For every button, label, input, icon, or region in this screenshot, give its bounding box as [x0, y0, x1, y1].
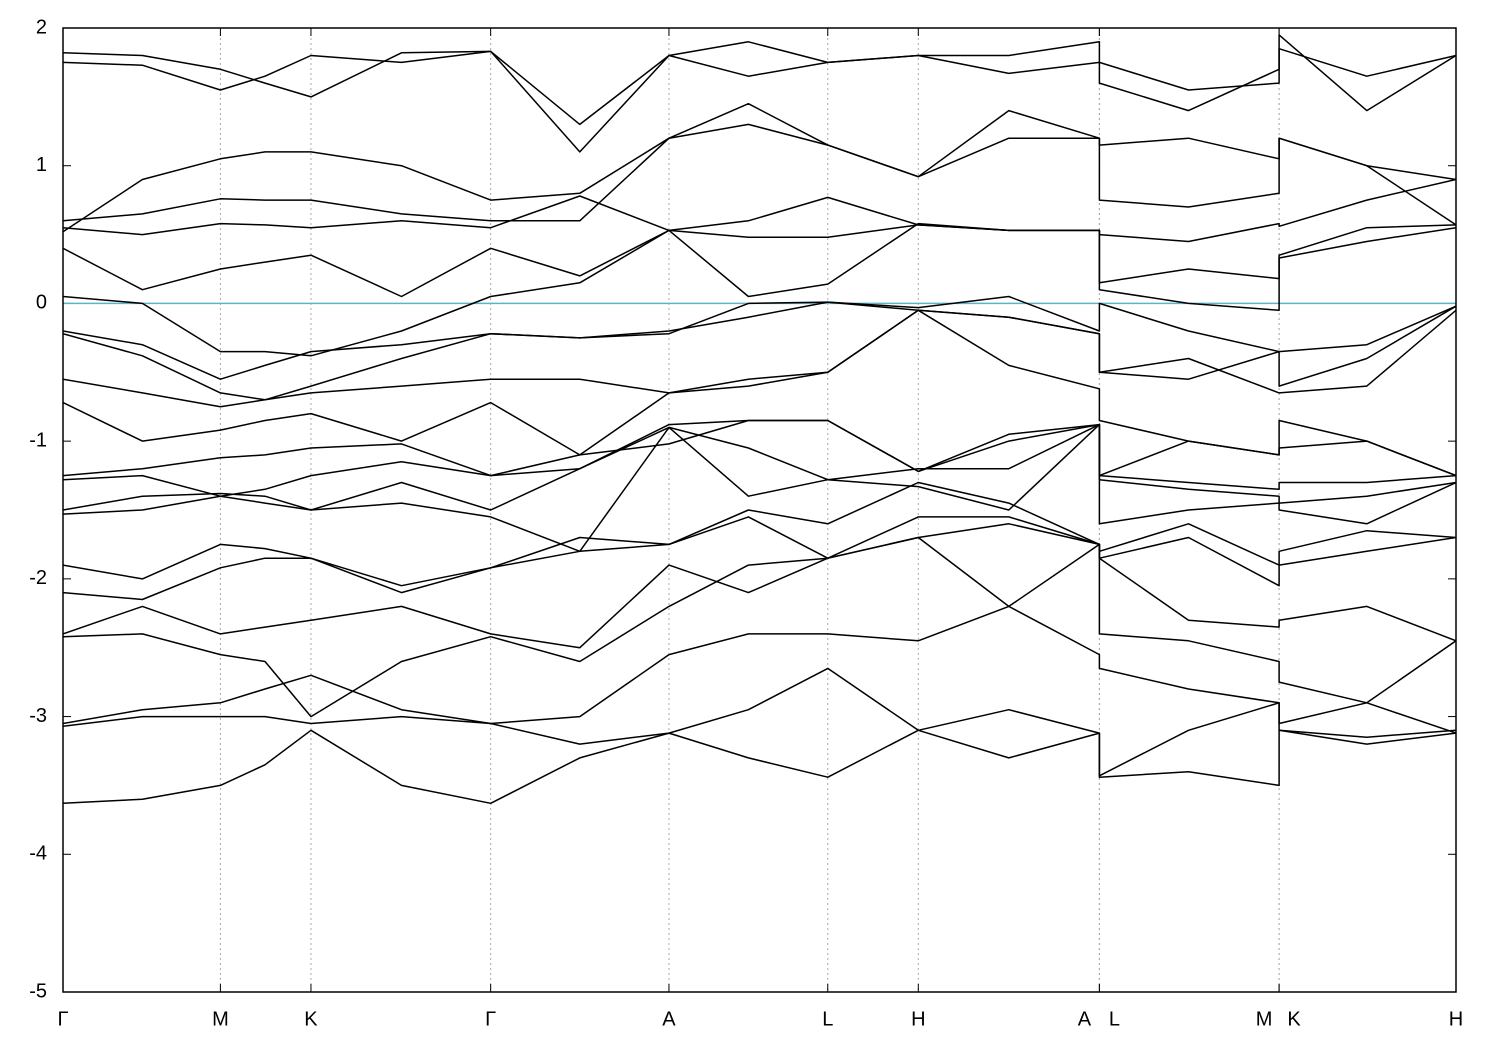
band-line: [63, 196, 1456, 298]
band-line: [63, 102, 1456, 233]
x-tick-label: L: [822, 1008, 833, 1030]
y-tick-label: 2: [36, 16, 47, 38]
band-line: [63, 536, 1456, 718]
band-line: [63, 309, 1456, 477]
band-line: [63, 222, 1456, 357]
y-tick-label: -4: [29, 843, 47, 865]
x-tick-label: A: [1078, 1008, 1092, 1030]
band-line: [63, 309, 1456, 408]
x-tick-label: H: [911, 1008, 925, 1030]
band-line: [63, 516, 1456, 601]
x-tick-label: M: [1256, 1008, 1273, 1030]
y-tick-label: 1: [36, 154, 47, 176]
band-line: [63, 605, 1456, 734]
y-tick-label: -2: [29, 567, 47, 589]
band-line: [63, 301, 1456, 401]
band-line: [63, 178, 1456, 243]
band-line: [63, 419, 1456, 497]
x-tick-label: L: [1109, 1008, 1120, 1030]
x-tick-label: H: [1449, 1008, 1463, 1030]
band-line: [63, 481, 1456, 587]
plot-frame: [62, 27, 1457, 993]
y-tick-label: -1: [29, 429, 47, 451]
x-tick-label: M: [212, 1008, 229, 1030]
x-tick-label: Γ: [485, 1008, 496, 1030]
x-tick-label: K: [1287, 1008, 1301, 1030]
band-line: [63, 729, 1456, 805]
x-tick-label: Γ: [57, 1008, 68, 1030]
band-line: [63, 523, 1456, 649]
band-line: [63, 419, 1456, 477]
y-tick-label: 0: [36, 292, 47, 314]
band-line: [63, 667, 1456, 777]
y-tick-label: -5: [29, 980, 47, 1002]
band-line: [63, 41, 1456, 126]
band-line: [63, 34, 1456, 153]
y-tick-label: -3: [29, 705, 47, 727]
band-line: [63, 423, 1456, 553]
band-line: [63, 109, 1456, 222]
x-tick-label: A: [662, 1008, 676, 1030]
band-line: [63, 423, 1456, 511]
band-line: [63, 295, 1456, 380]
x-tick-label: K: [304, 1008, 318, 1030]
